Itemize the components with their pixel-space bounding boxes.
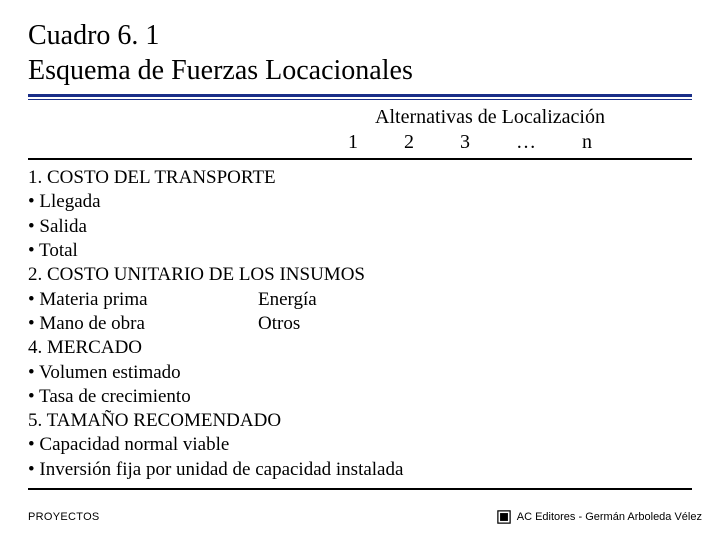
list-item: • Llegada [28, 190, 692, 214]
list-item-col2: Energía [258, 288, 317, 312]
columns-header-labels: 1 2 3 … n [28, 131, 692, 154]
footer-right-text: AC Editores - Germán Arboleda Vélez [517, 511, 702, 523]
body-content: 1. COSTO DEL TRANSPORTE • Llegada • Sali… [28, 166, 692, 482]
title-line-2: Esquema de Fuerzas Locacionales [28, 53, 692, 88]
list-item: • Salida [28, 215, 692, 239]
columns-header: Alternativas de Localización 1 2 3 … n [28, 106, 692, 154]
title-rule-thin [28, 99, 692, 100]
slide-footer: PROYECTOS AC Editores - Germán Arboleda … [28, 510, 702, 524]
list-item-col1: • Materia prima [28, 288, 258, 312]
footer-right: AC Editores - Germán Arboleda Vélez [497, 510, 702, 524]
list-item: • Tasa de crecimiento [28, 385, 692, 409]
col-label: 2 [404, 131, 414, 154]
col-label: n [582, 131, 592, 154]
section-heading: 1. COSTO DEL TRANSPORTE [28, 166, 692, 190]
slide-title: Cuadro 6. 1 Esquema de Fuerzas Locaciona… [28, 18, 692, 88]
list-item-col2: Otros [258, 312, 300, 336]
list-item: • Inversión fija por unidad de capacidad… [28, 458, 692, 482]
list-item: • Capacidad normal viable [28, 433, 692, 457]
col-label: … [516, 131, 536, 154]
title-line-1: Cuadro 6. 1 [28, 18, 692, 53]
header-rule [28, 158, 692, 160]
section-heading: 2. COSTO UNITARIO DE LOS INSUMOS [28, 263, 692, 287]
body-rule [28, 488, 692, 490]
section-heading: 4. MERCADO [28, 336, 692, 360]
list-item: • Materia prima Energía [28, 288, 692, 312]
list-item-col1: • Mano de obra [28, 312, 258, 336]
columns-header-title: Alternativas de Localización [28, 106, 692, 129]
list-item: • Volumen estimado [28, 361, 692, 385]
footer-left-text: PROYECTOS [28, 511, 100, 523]
title-rule-thick [28, 94, 692, 97]
section-heading: 5. TAMAÑO RECOMENDADO [28, 409, 692, 433]
col-label: 1 [348, 131, 358, 154]
col-label: 3 [460, 131, 470, 154]
book-icon [497, 510, 511, 524]
list-item: • Total [28, 239, 692, 263]
list-item: • Mano de obra Otros [28, 312, 692, 336]
